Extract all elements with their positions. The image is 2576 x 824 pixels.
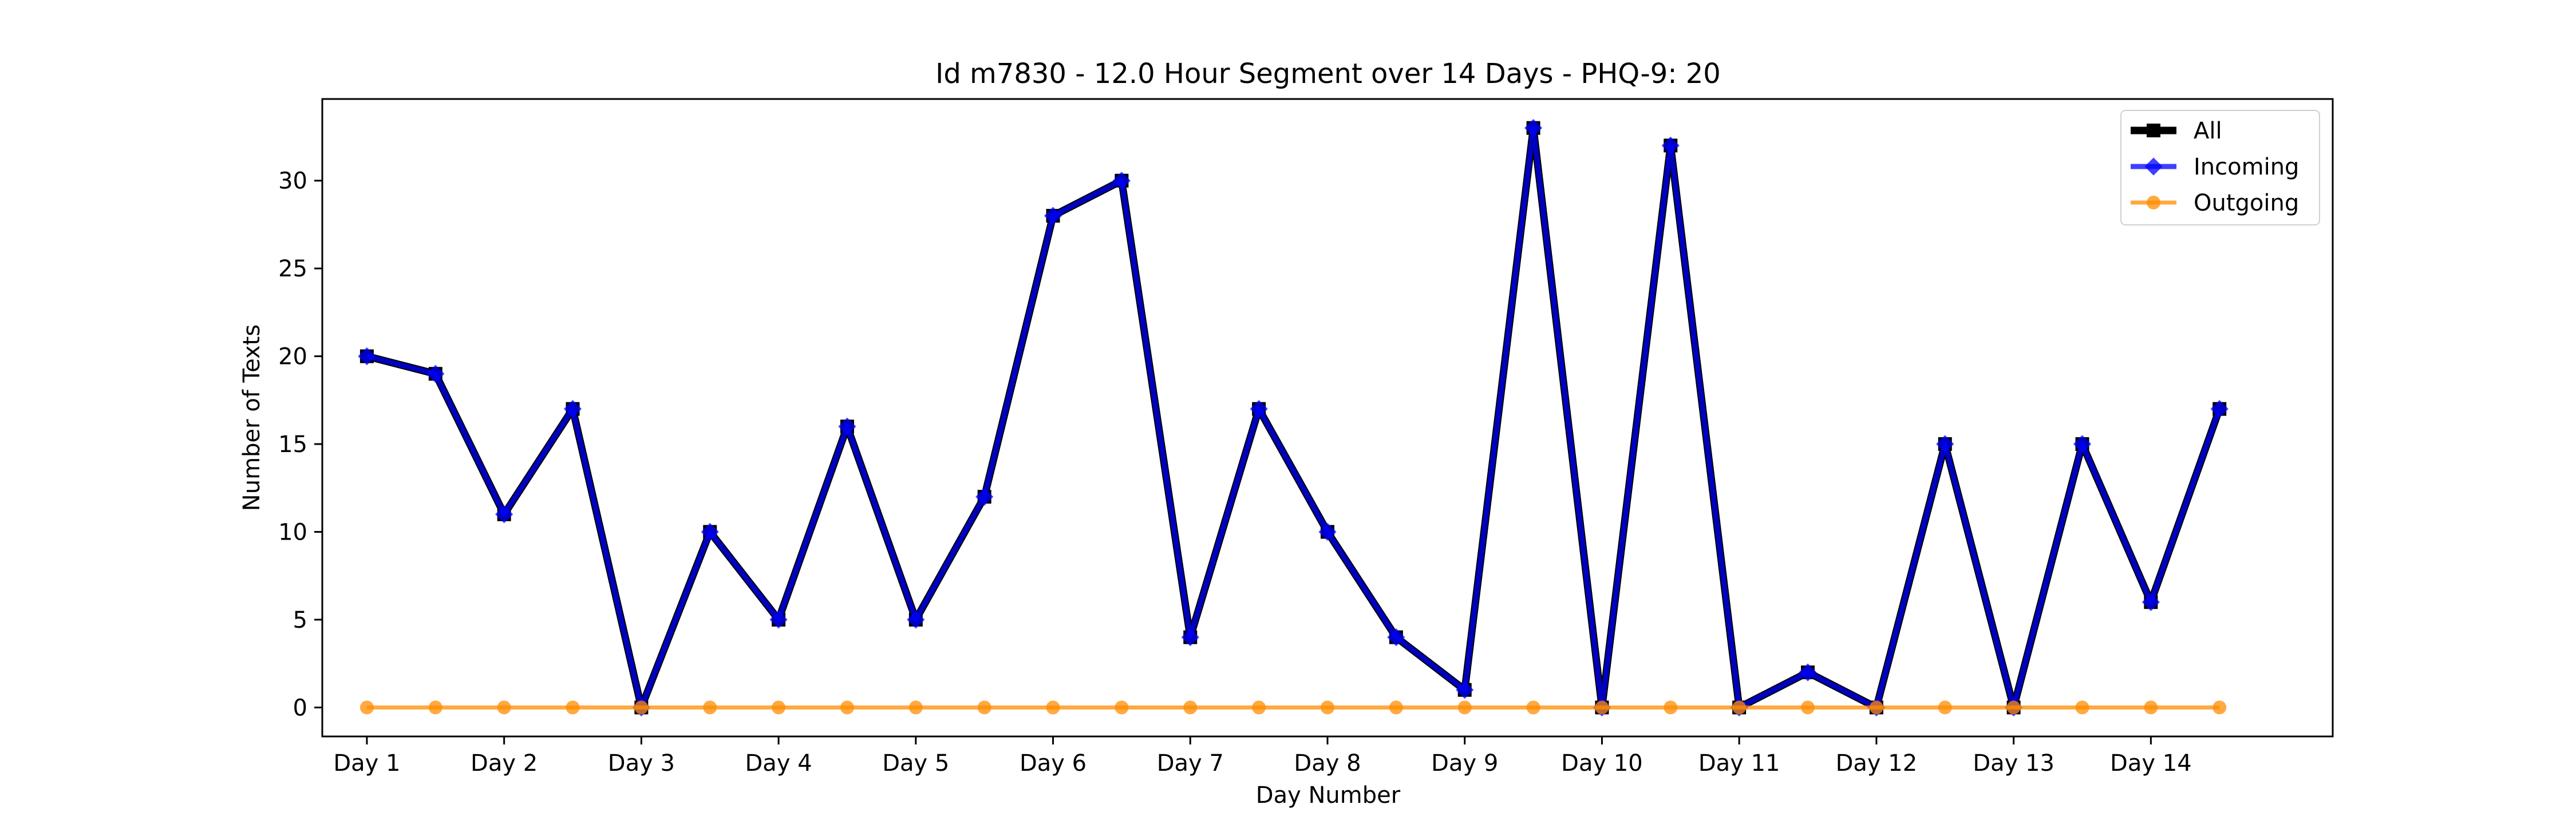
data-point: [497, 700, 511, 715]
series-outgoing: [359, 700, 2227, 715]
data-point: [1938, 700, 1952, 715]
data-point: [1595, 700, 1609, 715]
x-tick-label: Day 12: [1836, 750, 1918, 777]
x-tick-label: Day 2: [471, 750, 538, 777]
x-tick-label: Day 14: [2110, 750, 2192, 777]
legend-marker: [2144, 157, 2163, 176]
data-point: [1112, 172, 1131, 190]
legend-marker: [2147, 196, 2160, 209]
data-point: [1115, 700, 1129, 715]
data-point: [1181, 628, 1199, 647]
legend-marker: [2147, 124, 2160, 137]
data-point: [1664, 700, 1678, 715]
legend-entries: All Incoming Outgoing: [2131, 118, 2299, 216]
legend-entry: Incoming: [2131, 154, 2299, 180]
data-point: [2144, 700, 2158, 715]
legend-label: Outgoing: [2194, 190, 2299, 216]
data-point: [977, 700, 991, 715]
series-all: [359, 121, 2227, 715]
x-tick-label: Day 11: [1698, 750, 1780, 777]
data-point: [2073, 435, 2092, 453]
data-point: [2212, 700, 2227, 715]
x-tick-label: Day 5: [882, 750, 949, 777]
data-point: [1936, 435, 1954, 453]
legend-label: Incoming: [2194, 154, 2299, 180]
y-tick-label: 15: [278, 431, 307, 458]
data-point: [703, 700, 717, 715]
series-layer: [358, 119, 2229, 716]
data-point: [1799, 663, 1817, 682]
x-tick-label: Day 4: [745, 750, 812, 777]
legend-label: All: [2194, 118, 2222, 144]
x-tick-label: Day 7: [1157, 750, 1224, 777]
legend-entry: Outgoing: [2131, 190, 2299, 216]
legend-box: [2120, 110, 2320, 225]
data-point: [1526, 700, 1540, 715]
data-point: [1321, 700, 1334, 715]
y-tick-label: 20: [278, 344, 307, 370]
data-point: [495, 505, 513, 524]
data-point: [359, 700, 374, 715]
data-point: [428, 700, 442, 715]
data-point: [1524, 119, 1543, 137]
data-point: [769, 611, 788, 629]
data-point: [908, 700, 923, 715]
x-tick-label: Day 1: [333, 750, 400, 777]
data-point: [1869, 700, 1883, 715]
data-point: [1456, 681, 1474, 699]
x-axis-label: Day Number: [1256, 782, 1401, 809]
data-point: [1318, 522, 1337, 541]
data-point: [1183, 700, 1198, 715]
y-tick-label: 25: [278, 256, 307, 282]
data-point: [566, 700, 580, 715]
data-point: [1732, 700, 1747, 715]
data-point: [975, 488, 994, 506]
data-point: [2006, 700, 2021, 715]
data-point: [838, 417, 856, 435]
data-point: [1457, 700, 1472, 715]
y-tick-label: 10: [278, 519, 307, 545]
x-axis: Day 1 Day 2 Day 3 Day 4 Day 5 Day 6 Day 7 Day 8…: [333, 736, 2192, 777]
legend-entry: All: [2131, 118, 2222, 144]
data-point: [2142, 593, 2160, 611]
chart-title: Id m7830 - 12.0 Hour Segment over 14 Day…: [935, 58, 1721, 90]
data-point: [1387, 628, 1405, 647]
series-incoming: [358, 119, 2229, 716]
data-point: [426, 365, 445, 383]
data-point: [1389, 700, 1403, 715]
y-tick-label: 30: [278, 168, 307, 195]
data-point: [1250, 400, 1268, 418]
x-tick-label: Day 3: [608, 750, 675, 777]
x-tick-label: Day 13: [1973, 750, 2055, 777]
data-point: [634, 700, 649, 715]
data-point: [2210, 400, 2229, 418]
x-tick-label: Day 10: [1561, 750, 1643, 777]
data-point: [1046, 700, 1060, 715]
x-tick-label: Day 6: [1020, 750, 1086, 777]
y-axis: 0 5 10 15 20 25 30: [278, 168, 322, 721]
x-tick-label: Day 8: [1294, 750, 1361, 777]
data-point: [1801, 700, 1815, 715]
series-line: [366, 124, 2223, 711]
y-tick-label: 0: [293, 695, 307, 721]
data-point: [907, 611, 925, 629]
legend: All Incoming Outgoing: [2120, 110, 2320, 225]
data-point: [1252, 700, 1266, 715]
y-axis-label: Number of Texts: [239, 324, 265, 511]
series-line: [366, 125, 2222, 710]
data-point: [1661, 136, 1680, 154]
data-point: [1044, 207, 1062, 225]
y-tick-label: 5: [293, 607, 307, 633]
data-point: [701, 522, 719, 541]
data-point: [772, 700, 786, 715]
data-point: [2075, 700, 2089, 715]
x-tick-label: Day 9: [1431, 750, 1498, 777]
data-point: [358, 347, 376, 366]
data-point: [563, 400, 582, 418]
data-point: [840, 700, 854, 715]
